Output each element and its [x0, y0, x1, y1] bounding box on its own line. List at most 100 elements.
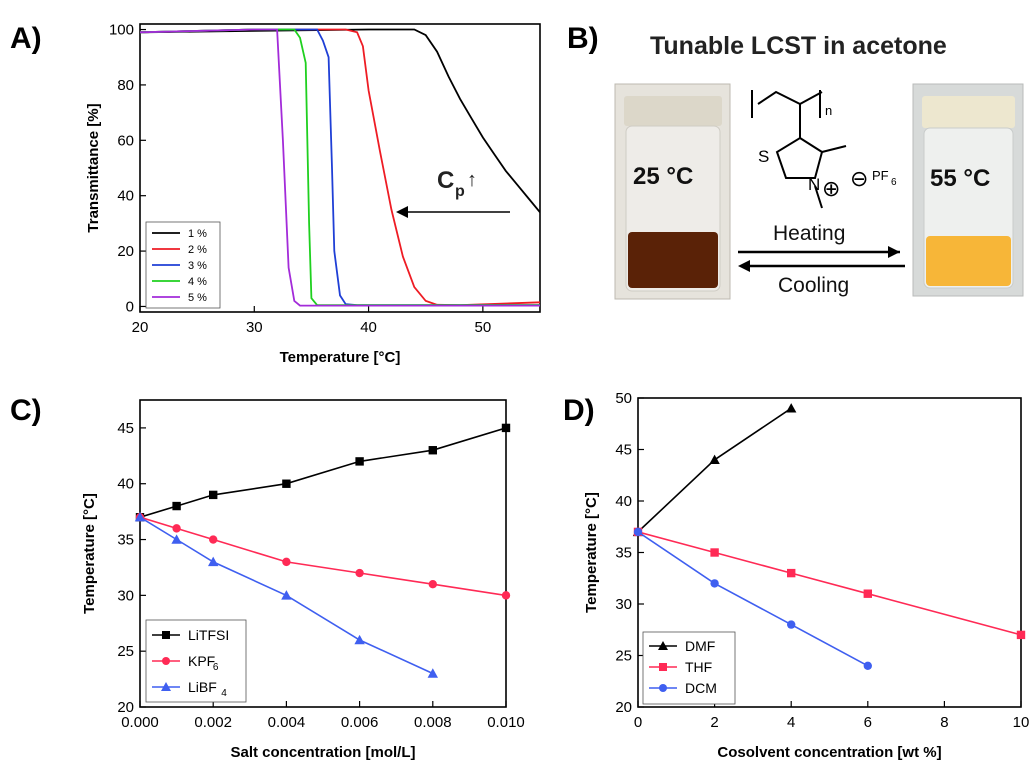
legend-marker	[658, 641, 668, 650]
chart-d-point	[863, 661, 872, 670]
chart-d-series-line-0	[638, 407, 792, 533]
chart-c-ylabel: Temperature [°C]	[81, 493, 98, 614]
repeat-n: n	[825, 103, 832, 118]
x-tick-label: 0.000	[121, 714, 159, 731]
legend-label: 2 %	[188, 244, 207, 256]
annotation-cp-sub: p	[455, 183, 465, 200]
y-tick-label: 40	[117, 188, 134, 205]
chart-a-series-line-4	[140, 28, 540, 307]
chart-d-point	[710, 579, 719, 588]
chart-d-point	[787, 620, 796, 629]
chart-d-point	[787, 568, 796, 578]
y-tick-label: 45	[615, 442, 632, 459]
anion-symbol: ⊖	[850, 166, 868, 191]
vial-left-temperature: 25 °C	[633, 163, 693, 190]
chart-d-point	[1016, 630, 1026, 640]
chart-c-series-line-0	[140, 427, 506, 518]
cooling-arrowhead	[738, 260, 750, 272]
x-tick-label: 0.008	[414, 714, 452, 731]
panel-d-label: D)	[563, 394, 595, 427]
chart-c-point	[209, 535, 218, 544]
x-tick-label: 0.006	[341, 714, 379, 731]
atom-n: N	[808, 175, 820, 194]
thiazolium-ring	[775, 136, 824, 179]
chart-d-point	[786, 403, 797, 413]
chart-a-ylabel: Transmittance [%]	[85, 103, 102, 232]
legend-label: 3 %	[188, 260, 207, 272]
vial-right-cap	[922, 96, 1015, 128]
atom-s: S	[758, 147, 769, 166]
chart-c-point	[428, 580, 437, 589]
cooling-label: Cooling	[778, 274, 849, 297]
chart-a-xlabel: Temperature [°C]	[280, 349, 401, 366]
x-tick-label: 0	[634, 714, 642, 731]
chart-c-series-line-2	[140, 516, 434, 675]
chart-a-series-line-1	[140, 28, 540, 307]
chart-c: 0.000 0.002 0.004 0.006 0.008 0.010 20 25 30 35 40…	[81, 399, 525, 761]
chart-c-point	[355, 568, 364, 578]
legend-label-subscript: 4	[221, 688, 227, 699]
chart-c-point	[208, 556, 219, 567]
panel-b-title: Tunable LCST in acetone	[650, 32, 947, 60]
annotation-up-arrow: ↑	[467, 169, 477, 191]
chart-a-frame	[139, 23, 541, 313]
legend-label: KPF	[188, 653, 215, 669]
legend-label: LiTFSI	[188, 627, 229, 643]
x-tick-label: 30	[246, 319, 263, 336]
legend-marker	[161, 682, 171, 691]
chart-c-point	[428, 446, 437, 455]
x-tick-label: 2	[710, 714, 718, 731]
x-tick-label: 0.002	[194, 714, 232, 731]
panel-b: Tunable LCST in acetone 25 °C 55 °C	[614, 32, 1024, 300]
y-tick-label: 35	[117, 532, 134, 549]
cation-symbol: ⊕	[822, 176, 840, 201]
x-tick-label: 20	[132, 319, 149, 336]
chart-c-point	[172, 501, 181, 511]
x-tick-label: 40	[360, 319, 377, 336]
legend-label-subscript: 6	[213, 662, 219, 673]
y-tick-label: 20	[615, 699, 632, 716]
legend-label: THF	[685, 659, 712, 675]
chart-c-point	[354, 634, 365, 645]
chart-c-point	[134, 512, 146, 522]
x-tick-label: 0.010	[487, 714, 525, 731]
y-tick-label: 50	[615, 390, 632, 407]
x-tick-label: 8	[940, 714, 948, 731]
vial-left: 25 °C	[614, 83, 731, 300]
y-tick-label: 0	[126, 298, 134, 315]
x-tick-label: 10	[1013, 714, 1030, 731]
panel-a-label: A)	[10, 22, 42, 55]
vial-right-temperature: 55 °C	[930, 165, 990, 192]
chart-d: 0 2 4 6 8 10 20 25 30 35 40 45 50 Cosolvent concentra…	[583, 390, 1029, 761]
chart-c-xlabel: Salt concentration [mol/L]	[230, 744, 415, 761]
annotation-arrow-head	[396, 206, 408, 218]
y-tick-label: 25	[117, 643, 134, 660]
legend-label: 5 %	[188, 292, 207, 304]
y-tick-label: 40	[615, 493, 632, 510]
y-tick-label: 35	[615, 545, 632, 562]
anion-pf: PF	[872, 168, 889, 183]
chart-c-point	[172, 524, 181, 533]
x-tick-label: 6	[864, 714, 872, 731]
chart-d-series-line-1	[638, 531, 1021, 636]
x-tick-label: 50	[475, 319, 492, 336]
legend-marker	[162, 657, 170, 665]
chart-c-point	[171, 534, 182, 544]
vial-right-liquid	[926, 236, 1011, 286]
y-tick-label: 45	[117, 420, 134, 437]
chart-c-series-line-1	[140, 516, 506, 597]
chart-c-point	[501, 423, 511, 433]
legend-label: 1 %	[188, 228, 207, 240]
vial-right: 55 °C	[912, 83, 1024, 297]
chart-d-ylabel: Temperature [°C]	[583, 492, 600, 613]
methyl-n	[814, 185, 823, 209]
chart-c-point	[355, 457, 364, 466]
legend-marker	[659, 684, 667, 692]
chart-c-frame	[139, 399, 507, 708]
chart-c-point	[427, 668, 438, 678]
heating-arrowhead	[888, 246, 900, 258]
y-tick-label: 20	[117, 243, 134, 260]
chart-d-xlabel: Cosolvent concentration [wt %]	[717, 744, 941, 761]
chart-d-point	[863, 589, 872, 598]
